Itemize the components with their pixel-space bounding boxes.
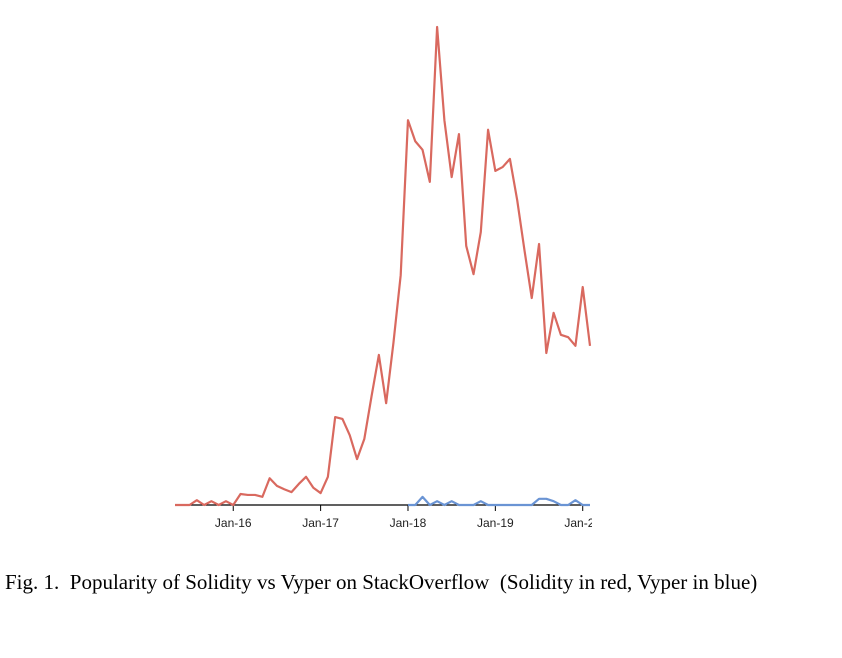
chart: Jan-16 Jan-17 Jan-18 Jan-19 Jan-20 xyxy=(175,25,601,530)
plot-area: Jan-16 Jan-17 Jan-18 Jan-19 Jan-20 xyxy=(175,25,601,530)
data-line xyxy=(407,495,590,507)
x-tick-label: Jan-20 xyxy=(564,516,601,530)
x-tick-label: Jan-18 xyxy=(390,516,427,530)
data-line xyxy=(175,25,592,507)
x-tick-label: Jan-16 xyxy=(215,516,252,530)
x-tick-label: Jan-17 xyxy=(302,516,339,530)
figure-caption: Fig. 1. Popularity of Solidity vs Vyper … xyxy=(5,570,758,594)
x-tick-label: Jan-19 xyxy=(477,516,514,530)
